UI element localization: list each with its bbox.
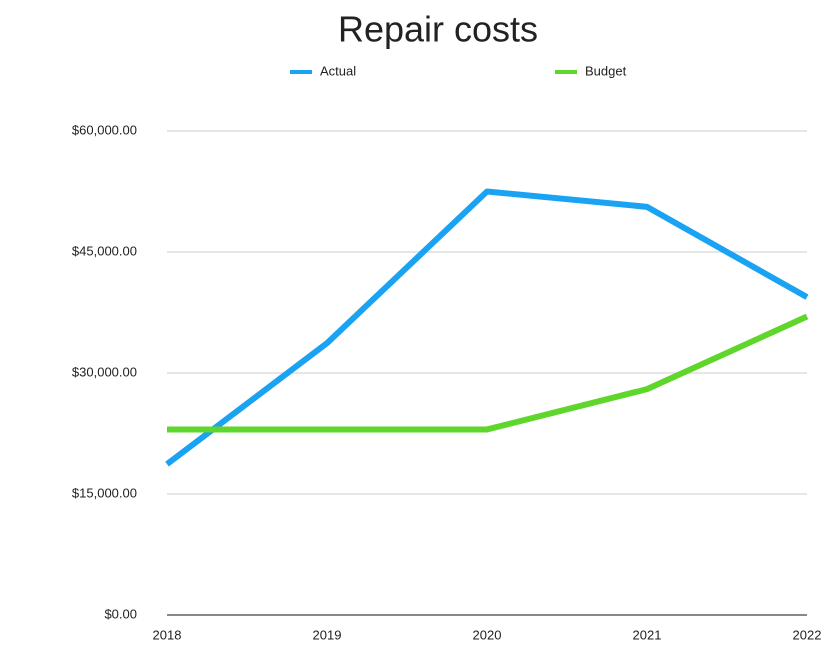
y-tick-label: $30,000.00 <box>72 364 137 379</box>
x-tick-label: 2022 <box>793 627 822 642</box>
x-tick-label: 2021 <box>633 627 662 642</box>
x-tick-label: 2019 <box>313 627 342 642</box>
legend-label: Budget <box>585 63 627 78</box>
x-tick-label: 2020 <box>473 627 502 642</box>
x-tick-label: 2018 <box>153 627 182 642</box>
data-line <box>165 188 809 467</box>
y-tick-label: $45,000.00 <box>72 243 137 258</box>
data-line <box>167 313 809 433</box>
chart-title: Repair costs <box>338 9 538 50</box>
legend-label: Actual <box>320 63 356 78</box>
y-tick-label: $0.00 <box>104 606 137 621</box>
y-tick-label: $15,000.00 <box>72 485 137 500</box>
y-tick-label: $60,000.00 <box>72 122 137 137</box>
